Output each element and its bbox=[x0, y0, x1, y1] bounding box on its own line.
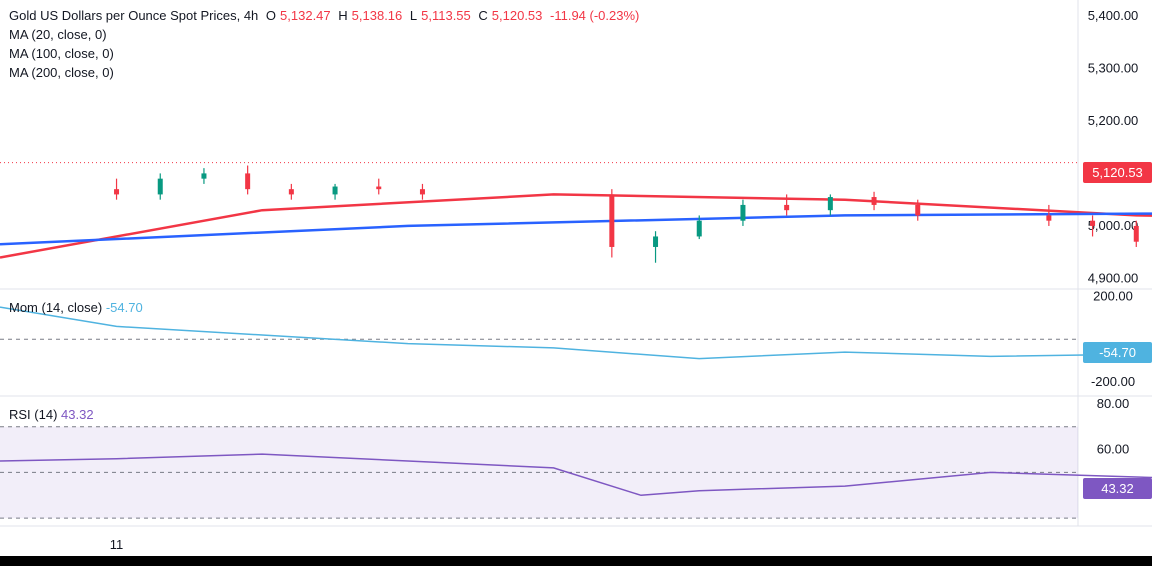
rsi-tick-label: 60.00 bbox=[1097, 442, 1130, 457]
close-label: C bbox=[478, 8, 488, 23]
candle bbox=[784, 194, 790, 216]
rsi-value: 43.32 bbox=[61, 407, 94, 422]
last-price-tag: 5,120.53 bbox=[1083, 162, 1152, 183]
price-legend: Gold US Dollars per Ounce Spot Prices, 4… bbox=[9, 8, 643, 23]
ma-line-ma100 bbox=[0, 212, 1152, 246]
momentum-value: -54.70 bbox=[105, 300, 143, 315]
rsi-tick-label: 80.00 bbox=[1097, 396, 1130, 411]
candle bbox=[245, 165, 251, 195]
low-label: L bbox=[409, 8, 418, 23]
candle bbox=[157, 173, 163, 200]
price-tick-label: 4,900.00 bbox=[1088, 270, 1139, 285]
chart-title: Gold US Dollars per Ounce Spot Prices, 4… bbox=[9, 8, 259, 23]
rsi-label: RSI (14) bbox=[9, 407, 58, 422]
change-value: -11.94 (-0.23%) bbox=[550, 8, 640, 23]
ma20-legend[interactable]: MA (20, close, 0) bbox=[9, 27, 107, 42]
candle bbox=[653, 231, 659, 263]
candle bbox=[609, 189, 615, 258]
candle bbox=[332, 183, 338, 200]
rsi-legend[interactable]: RSI (14) 43.32 bbox=[9, 407, 94, 422]
candle bbox=[827, 194, 833, 216]
candle bbox=[915, 199, 921, 221]
candle bbox=[696, 215, 702, 240]
open-value: 5,132.47 bbox=[280, 8, 331, 23]
momentum-label: Mom (14, close) bbox=[9, 300, 103, 315]
bottom-bar bbox=[0, 556, 1152, 566]
price-tick-label: 5,200.00 bbox=[1088, 113, 1139, 128]
momentum-value-tag: -54.70 bbox=[1083, 342, 1152, 363]
momentum-tick-label: -200.00 bbox=[1091, 374, 1135, 389]
candle bbox=[1133, 220, 1139, 247]
ma-line-ma20 bbox=[0, 193, 1152, 259]
price-tick-label: 5,000.00 bbox=[1088, 218, 1139, 233]
candle bbox=[1090, 215, 1096, 237]
rsi-value-tag: 43.32 bbox=[1083, 478, 1152, 499]
candle bbox=[114, 178, 120, 200]
ma100-legend[interactable]: MA (100, close, 0) bbox=[9, 46, 114, 61]
candle bbox=[201, 168, 207, 184]
candle bbox=[376, 178, 382, 195]
momentum-line bbox=[0, 306, 1152, 360]
ma200-legend[interactable]: MA (200, close, 0) bbox=[9, 65, 114, 80]
low-value: 5,113.55 bbox=[421, 8, 471, 23]
open-label: O bbox=[265, 8, 277, 23]
price-tick-label: 5,400.00 bbox=[1088, 8, 1139, 23]
high-value: 5,138.16 bbox=[351, 8, 403, 23]
candle bbox=[871, 191, 877, 211]
candle bbox=[288, 183, 294, 200]
close-value: 5,120.53 bbox=[491, 8, 543, 23]
momentum-tick-label: 200.00 bbox=[1093, 288, 1133, 303]
candle bbox=[740, 199, 746, 226]
candle bbox=[1046, 204, 1052, 226]
time-axis-label: 11 bbox=[110, 537, 124, 552]
momentum-legend[interactable]: Mom (14, close) -54.70 bbox=[9, 300, 143, 315]
price-tick-label: 5,300.00 bbox=[1088, 60, 1139, 75]
high-label: H bbox=[338, 8, 348, 23]
candle bbox=[419, 183, 425, 200]
